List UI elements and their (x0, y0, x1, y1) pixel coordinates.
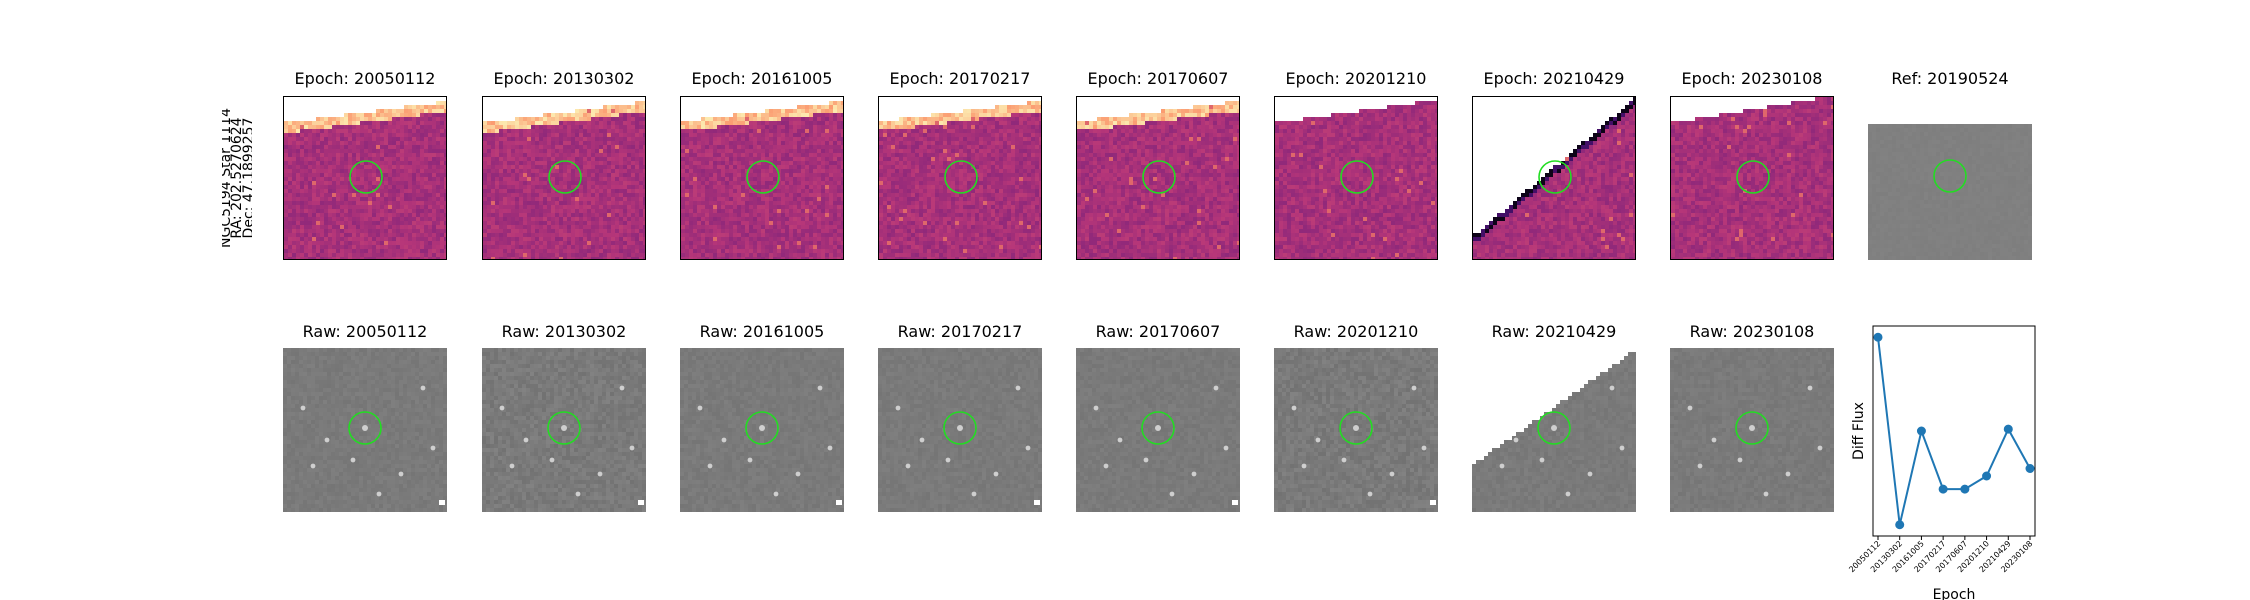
target-dec: Dec: 47.1899257 (241, 118, 252, 239)
series-line (1877, 337, 2031, 526)
raw-image (1472, 348, 1636, 512)
target-circle (1340, 160, 1374, 194)
raw-title: Raw: 20130302 (482, 323, 646, 341)
plot-frame (1872, 325, 2036, 537)
target-circle (349, 160, 383, 194)
difference-image (283, 96, 447, 260)
reference-title: Ref: 20190524 (1868, 70, 2032, 88)
target-circle (548, 160, 582, 194)
raw-title: Raw: 20050112 (283, 323, 447, 341)
raw-title: Raw: 20210429 (1472, 323, 1636, 341)
target-circle (348, 411, 382, 445)
target-circle (1537, 411, 1571, 445)
raw-image (283, 348, 447, 512)
epoch-title: Epoch: 20130302 (482, 70, 646, 88)
raw-title: Raw: 20230108 (1670, 323, 1834, 341)
data-point (1982, 471, 1992, 481)
diff-flux-chart: 2005011220130302201610052017021720170607… (1847, 325, 2036, 600)
raw-title: Raw: 20170217 (878, 323, 1042, 341)
difference-image (482, 96, 646, 260)
difference-image (1472, 96, 1636, 260)
target-circle (1339, 411, 1373, 445)
y-axis-label: Diff Flux (1851, 402, 1867, 460)
raw-image (1670, 348, 1834, 512)
target-circle (1736, 160, 1770, 194)
raw-image (878, 348, 1042, 512)
epoch-title: Epoch: 20050112 (283, 70, 447, 88)
epoch-title: Epoch: 20170217 (878, 70, 1042, 88)
target-circle (1735, 411, 1769, 445)
target-circle (746, 160, 780, 194)
target-circle (1538, 160, 1572, 194)
data-point (2025, 464, 2035, 473)
target-name: NGC5194 Star 1114 (222, 108, 234, 248)
epoch-title: Epoch: 20201210 (1274, 70, 1438, 88)
x-axis-label: Epoch (1933, 587, 1976, 600)
target-circle (1142, 160, 1176, 194)
raw-image (482, 348, 646, 512)
data-point (2003, 424, 2013, 434)
raw-image (680, 348, 844, 512)
raw-image (1274, 348, 1438, 512)
data-point (1916, 426, 1926, 436)
difference-image (1076, 96, 1240, 260)
epoch-title: Epoch: 20230108 (1670, 70, 1834, 88)
reference-image (1868, 96, 2032, 260)
target-circle (547, 411, 581, 445)
target-circle (944, 160, 978, 194)
difference-image (680, 96, 844, 260)
data-point (1873, 332, 1883, 342)
target-circle (1141, 411, 1175, 445)
target-label: NGC5194 Star 1114 RA: 202.5270624 Dec: 4… (222, 108, 252, 248)
epoch-title: Epoch: 20170607 (1076, 70, 1240, 88)
target-circle (1933, 159, 1967, 193)
epoch-title: Epoch: 20210429 (1472, 70, 1636, 88)
raw-title: Raw: 20201210 (1274, 323, 1438, 341)
epoch-title: Epoch: 20161005 (680, 70, 844, 88)
data-point (1960, 484, 1970, 494)
difference-image (1670, 96, 1834, 260)
target-circle (745, 411, 779, 445)
target-circle (943, 411, 977, 445)
raw-image (1076, 348, 1240, 512)
raw-title: Raw: 20170607 (1076, 323, 1240, 341)
data-point (1938, 484, 1948, 494)
difference-image (1274, 96, 1438, 260)
difference-image (878, 96, 1042, 260)
data-point (1895, 520, 1905, 530)
raw-title: Raw: 20161005 (680, 323, 844, 341)
target-ra: RA: 202.5270624 (229, 117, 245, 238)
